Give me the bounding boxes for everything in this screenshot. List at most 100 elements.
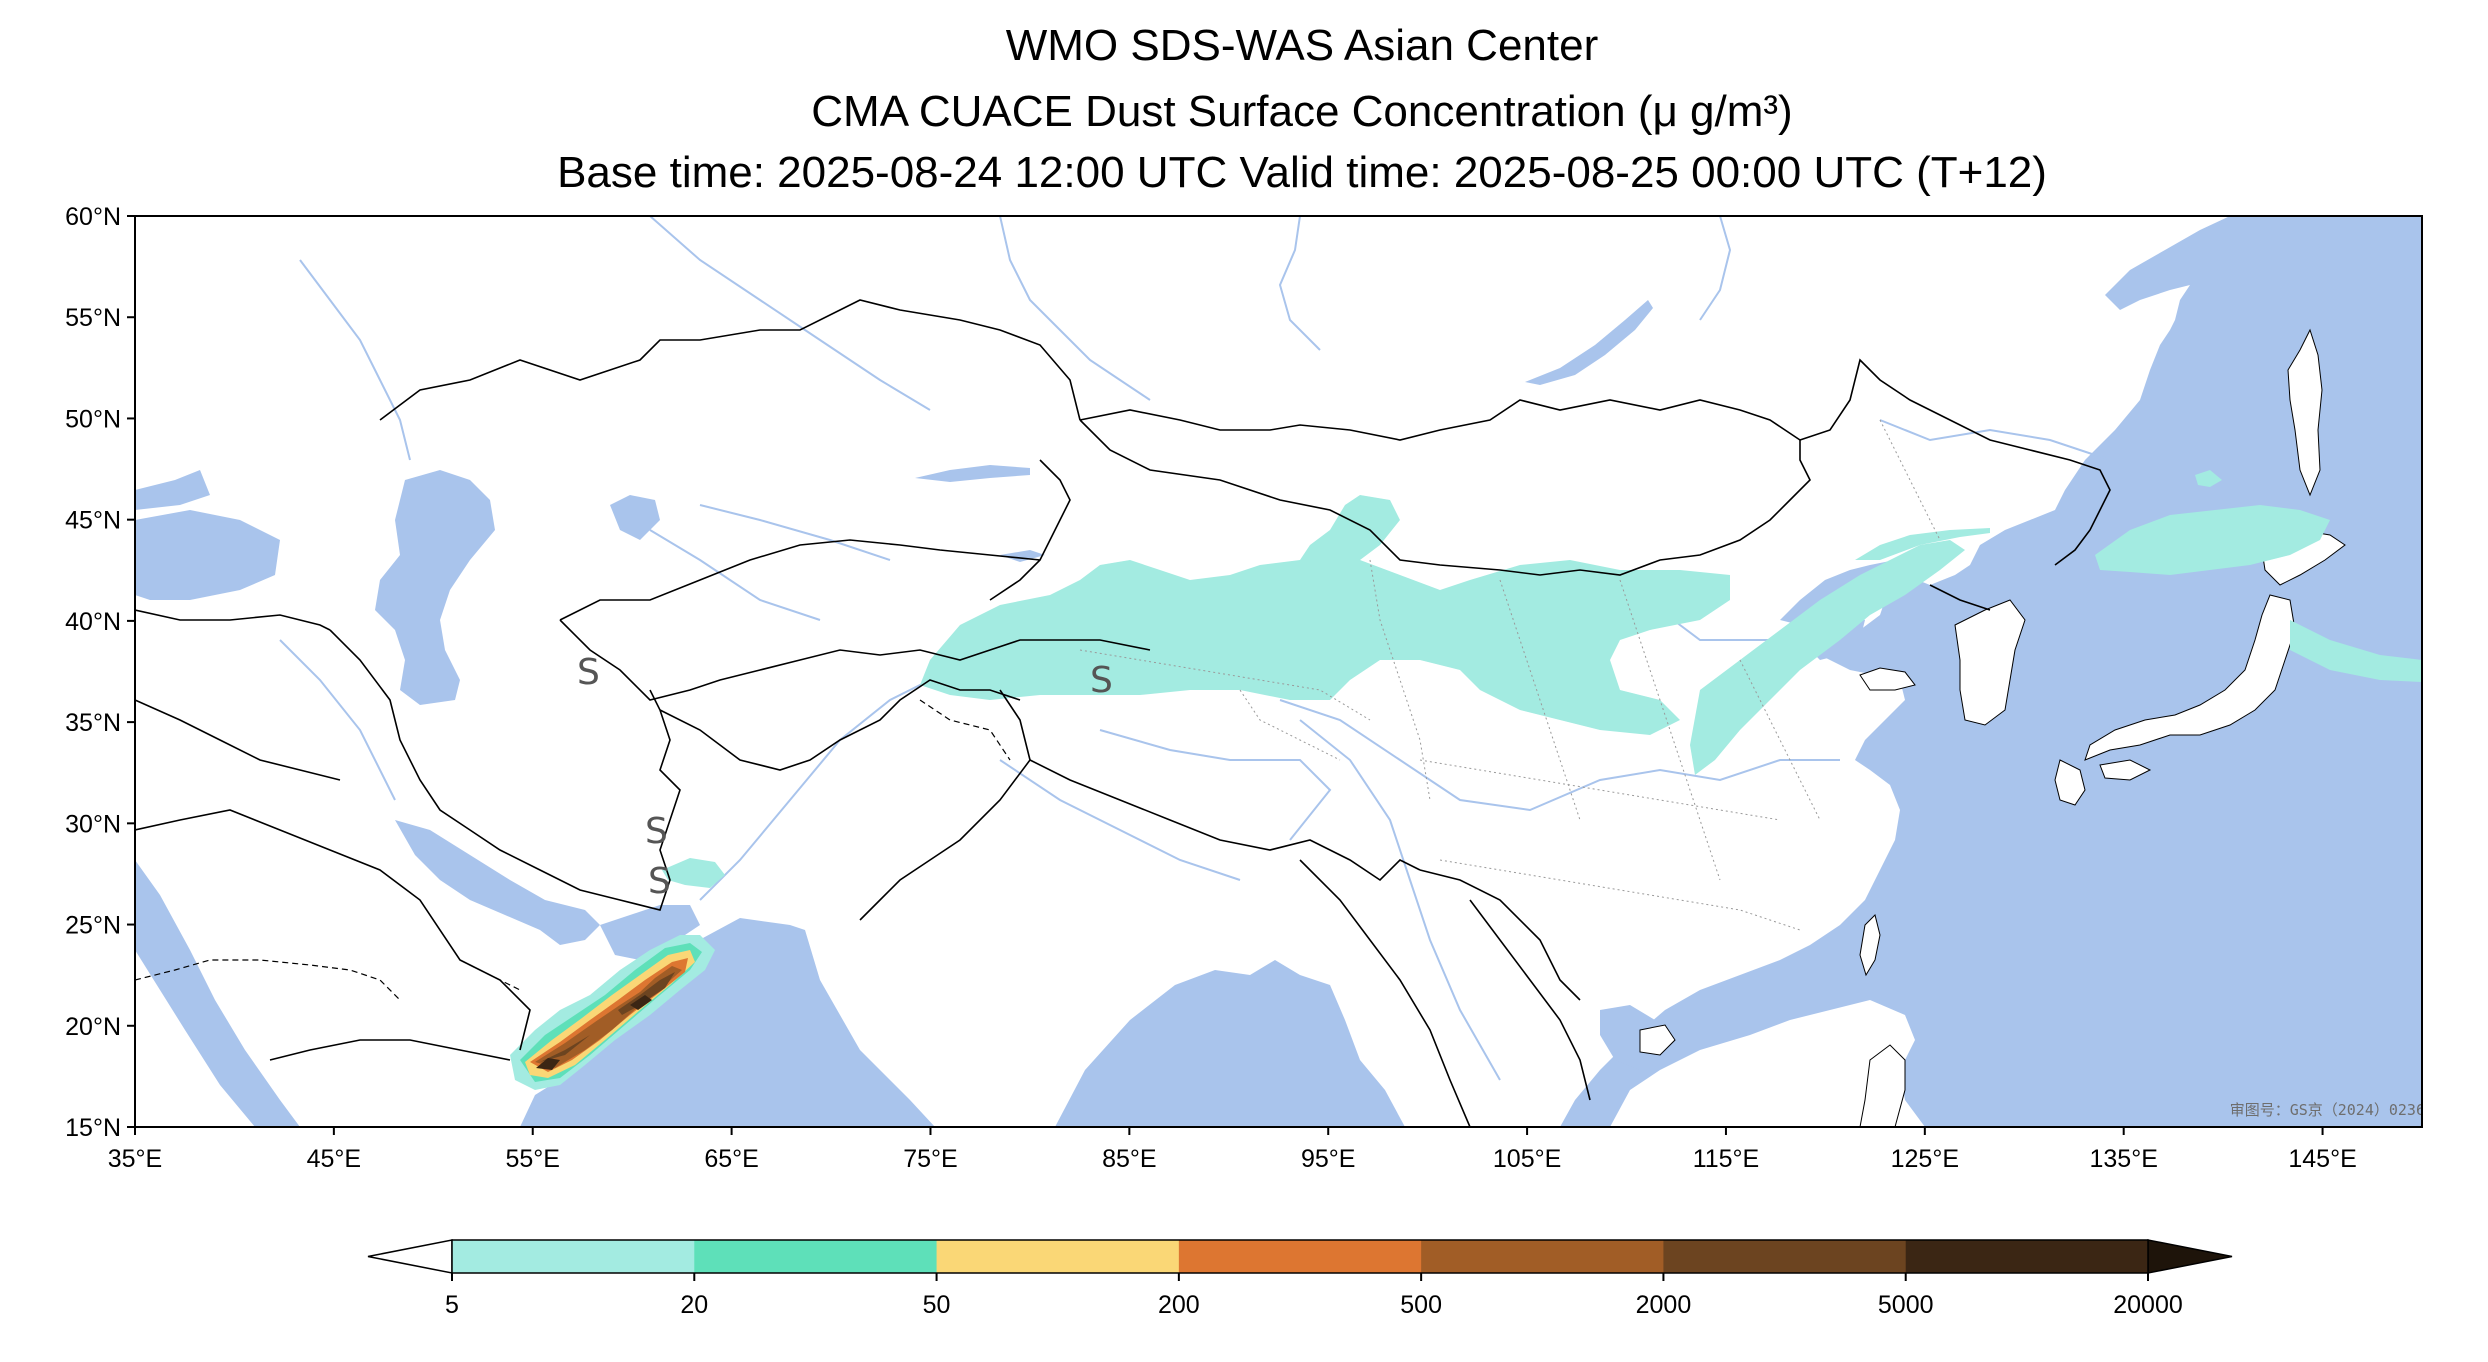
border-kazakhstan-south bbox=[559, 539, 1041, 621]
river-amur bbox=[1879, 419, 2111, 461]
lon-tick-label: 45°E bbox=[307, 1145, 361, 1173]
river-volga bbox=[299, 259, 411, 461]
lon-tick-label: 65°E bbox=[704, 1145, 758, 1173]
korean-peninsula bbox=[1954, 599, 2026, 726]
lon-tick-label: 145°E bbox=[2288, 1145, 2356, 1173]
dust-taklimakan bbox=[920, 495, 1730, 735]
lon-tick-label: 115°E bbox=[1693, 1145, 1760, 1173]
dust-layer bbox=[662, 470, 2422, 888]
caspian-sea bbox=[375, 470, 495, 705]
province-line-3 bbox=[1499, 579, 1581, 821]
river-yenisei bbox=[1278, 216, 1321, 351]
river-irtysh bbox=[649, 216, 931, 411]
dashed-border-kashmir bbox=[919, 699, 1011, 761]
border-china-india bbox=[1029, 759, 1421, 882]
border-central-asia bbox=[559, 619, 1151, 701]
border-myanmar-thailand bbox=[1299, 859, 1471, 1127]
colorbar-over-arrow bbox=[2147, 1239, 2233, 1274]
persian-gulf bbox=[395, 820, 600, 945]
axes: 35°E 45°E 55°E 65°E 75°E 85°E 95°E 105°E 115°E 12… bbox=[65, 203, 2357, 1173]
lat-tick-label: 20°N bbox=[65, 1013, 121, 1041]
luzon-island bbox=[1859, 1044, 1906, 1127]
lat-tick-label: 30°N bbox=[65, 810, 121, 838]
colorbar-tick-label: 200 bbox=[1158, 1291, 1200, 1319]
lon-tick-label: 75°E bbox=[903, 1145, 957, 1173]
border-china-sea bbox=[1419, 869, 1581, 1001]
shikoku-island bbox=[2099, 759, 2152, 781]
lon-tick-label: 85°E bbox=[1102, 1145, 1156, 1173]
kyushu-island bbox=[2054, 759, 2086, 806]
colorbar-segment bbox=[1905, 1240, 2149, 1273]
colorbar-tick-label: 20000 bbox=[2113, 1291, 2183, 1319]
river-tigris-euphrates bbox=[279, 639, 396, 801]
river-ob bbox=[999, 216, 1151, 401]
border-iraq-syria bbox=[135, 699, 341, 781]
aral-sea bbox=[610, 495, 660, 540]
issyk-kul bbox=[1000, 550, 1045, 562]
gulf-of-oman bbox=[600, 905, 700, 960]
title-line-1: WMO SDS-WAS Asian Center bbox=[1006, 21, 1599, 70]
lon-tick-label: 55°E bbox=[505, 1145, 559, 1173]
dashed-border-oman bbox=[459, 959, 521, 991]
dust-japan-east-band bbox=[2290, 620, 2422, 682]
colorbar-segment bbox=[452, 1240, 695, 1273]
border-afghanistan-pakistan bbox=[659, 679, 1021, 771]
colorbar-tick-label: 500 bbox=[1400, 1291, 1442, 1319]
map-frame bbox=[134, 215, 2423, 1128]
river-mekong bbox=[1299, 719, 1501, 1081]
dust-sea-of-japan-band bbox=[2095, 505, 2330, 575]
colorbar-tick-label: 20 bbox=[680, 1291, 708, 1319]
colorbar-tick-label: 5000 bbox=[1878, 1291, 1934, 1319]
province-line-5 bbox=[1419, 759, 1781, 821]
title-line-3: Base time: 2025-08-24 12:00 UTC Valid ti… bbox=[557, 148, 2047, 197]
border-pakistan-india bbox=[859, 689, 1031, 921]
colorbar-segment bbox=[694, 1240, 938, 1273]
dust-kuril-spot bbox=[2195, 470, 2222, 487]
lat-tick-label: 35°N bbox=[65, 709, 121, 737]
dust-pakistan-coast bbox=[662, 858, 725, 888]
border-mongolia-china bbox=[1079, 419, 1811, 576]
colorbar-tick-label: 5 bbox=[445, 1291, 459, 1319]
lake-baikal bbox=[1525, 300, 1653, 385]
colorbar: 5 20 50 200 500 2000 5000 20000 bbox=[367, 1239, 2233, 1319]
border-russia-kazakhstan bbox=[379, 299, 1081, 421]
province-border-layer bbox=[1079, 419, 1941, 931]
s-marker-layer: S S S S bbox=[577, 652, 1113, 902]
border-yemen-oman bbox=[269, 1039, 511, 1061]
arabian-sea bbox=[520, 918, 935, 1127]
lon-tick-label: 125°E bbox=[1891, 1145, 1959, 1173]
river-indus bbox=[699, 679, 931, 901]
shandong-peninsula bbox=[1859, 667, 1916, 691]
honshu-island bbox=[2084, 594, 2296, 761]
lat-tick-label: 50°N bbox=[65, 405, 121, 433]
gulf-of-tonkin bbox=[1600, 1005, 1660, 1070]
plume-level-7 bbox=[536, 995, 652, 1070]
red-sea bbox=[135, 860, 300, 1127]
disputed-border-layer bbox=[135, 699, 1011, 1001]
border-kazakhstan-china bbox=[989, 459, 1071, 601]
dust-north-china-band bbox=[1690, 540, 1965, 775]
okhotsk-sea bbox=[2300, 216, 2422, 520]
lat-tick-label: 15°N bbox=[65, 1114, 121, 1142]
colorbar-tick-label: 2000 bbox=[1636, 1291, 1692, 1319]
lat-tick-label: 55°N bbox=[65, 304, 121, 332]
sea-of-azov bbox=[135, 470, 210, 510]
border-turkey bbox=[135, 609, 331, 631]
river-amu-darya bbox=[649, 529, 821, 621]
lon-tick-label: 105°E bbox=[1493, 1145, 1561, 1173]
lat-tick-label: 25°N bbox=[65, 912, 121, 940]
dashed-border-south-arabia bbox=[135, 959, 401, 1001]
colorbar-segment bbox=[1663, 1240, 1907, 1273]
border-russia-china-ne bbox=[1799, 358, 2111, 566]
lon-tick-label: 35°E bbox=[108, 1145, 162, 1173]
river-brahmaputra bbox=[1099, 729, 1332, 841]
lat-tick-label: 60°N bbox=[65, 203, 121, 231]
border-russia-mongolia bbox=[1079, 399, 1801, 441]
bay-of-bengal bbox=[1055, 960, 1405, 1127]
hainan-island bbox=[1639, 1024, 1676, 1056]
border-iran bbox=[329, 629, 681, 911]
river-lena bbox=[1699, 216, 1732, 321]
province-line-2 bbox=[1369, 559, 1431, 801]
province-line-8 bbox=[1879, 419, 1941, 541]
